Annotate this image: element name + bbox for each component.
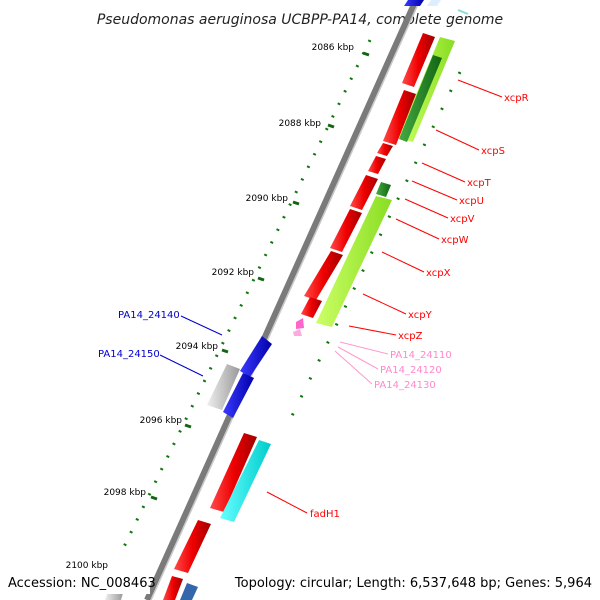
gene-arrow-xcpT[interactable] (377, 143, 393, 156)
blue-leader-lines (159, 315, 223, 377)
tick-marks (150, 51, 370, 501)
accession-text: Accession: NC_008463 (8, 576, 156, 591)
gene-arrow-PA14_24110[interactable] (296, 318, 304, 329)
gene-label-PA14_24130: PA14_24130 (374, 380, 436, 391)
gene-arrow-xcpS[interactable] (383, 90, 416, 145)
gene-arrow-xcpW[interactable] (330, 209, 362, 252)
gene-label-xcpY: xcpY (408, 310, 433, 321)
summary-bg (255, 572, 600, 594)
gene-label-xcpS: xcpS (481, 146, 505, 157)
gene-label-PA14_24140: PA14_24140 (118, 310, 180, 321)
orf-green-2[interactable] (376, 182, 391, 197)
gene-label-fadH1: fadH1 (310, 509, 340, 520)
tick-label: 2094 kbp (176, 342, 219, 352)
tick-label: 2096 kbp (140, 416, 183, 426)
tick-label: 2086 kbp (312, 43, 355, 53)
tick-label: 2090 kbp (246, 194, 289, 204)
gene-arrow-PA14_24120[interactable] (293, 329, 302, 336)
orf-lime-2[interactable] (316, 196, 392, 327)
backbone-highlight (150, 1, 420, 600)
red-leader-lines (266, 79, 503, 514)
gene-arrow-lower-1[interactable] (174, 520, 211, 573)
gene-label-PA14_24110: PA14_24110 (390, 350, 452, 361)
gene-label-PA14_24150: PA14_24150 (98, 349, 160, 360)
gene-arrow-xcpX[interactable] (304, 251, 343, 300)
gene-arrow-PA14_24150[interactable] (207, 364, 240, 410)
gene-label-xcpW: xcpW (441, 235, 469, 246)
gene-label-xcpU: xcpU (459, 196, 484, 207)
gene-label-xcpT: xcpT (467, 178, 492, 189)
gene-arrow-xcpY[interactable] (301, 297, 322, 318)
gene-arrow-xcpR[interactable] (402, 33, 435, 87)
tick-label: 2092 kbp (212, 268, 255, 278)
gene-arrow-lower-2[interactable] (163, 576, 183, 600)
gene-label-xcpR: xcpR (504, 93, 529, 104)
gene-arrow-top-blue[interactable] (404, 0, 424, 6)
lower-blue-feature[interactable] (180, 583, 198, 600)
tick-label: 2100 kbp (66, 561, 109, 571)
gene-label-xcpZ: xcpZ (398, 331, 423, 342)
gene-label-PA14_24120: PA14_24120 (380, 365, 442, 376)
gene-arrow-reverse-blue[interactable] (223, 373, 254, 418)
map-title: Pseudomonas aeruginosa UCBPP-PA14, compl… (97, 12, 503, 28)
accession-bg (0, 572, 150, 594)
gene-arrow-xcpU[interactable] (368, 156, 386, 174)
genome-backbone (144, 0, 418, 600)
summary-text: Topology: circular; Length: 6,537,648 bp… (234, 576, 592, 591)
gene-arrow-top-light[interactable] (427, 0, 441, 6)
gene-arrow-PA14_24140[interactable] (240, 336, 272, 377)
outer-dotted-ring (118, 39, 372, 556)
gene-arrow-xcpV[interactable] (350, 175, 378, 210)
gene-arrow-fadH1[interactable] (210, 433, 257, 512)
gene-label-xcpX: xcpX (426, 268, 451, 279)
pink-leader-lines (334, 341, 389, 385)
orf-green-1[interactable] (399, 55, 442, 142)
tick-label: 2098 kbp (104, 488, 147, 498)
gene-label-xcpV: xcpV (450, 214, 475, 225)
tick-label: 2088 kbp (279, 119, 322, 129)
cyan-feature[interactable] (220, 440, 271, 522)
tick-mark-top (457, 9, 469, 15)
forward-genes (163, 33, 435, 600)
